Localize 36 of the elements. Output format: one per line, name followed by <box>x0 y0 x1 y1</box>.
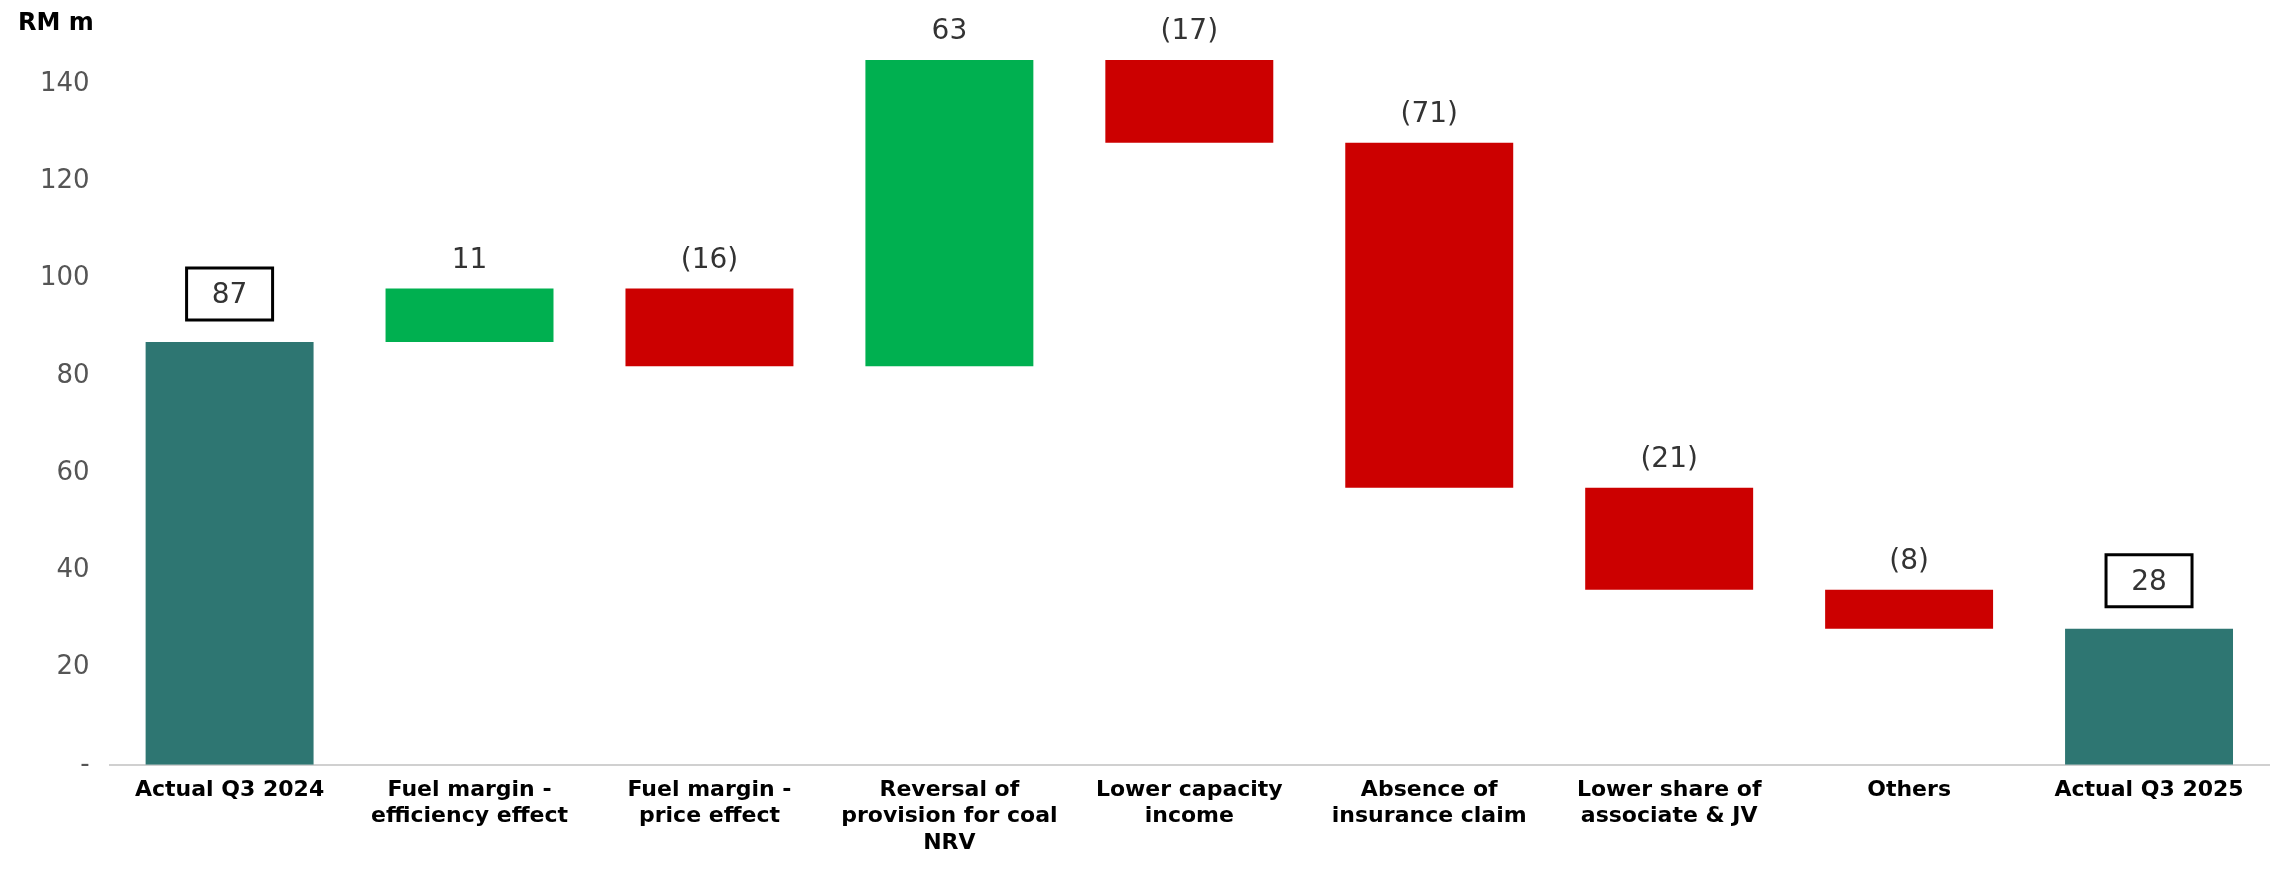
bar <box>1585 487 1754 590</box>
bar <box>625 288 794 367</box>
data-label: (8) <box>1889 543 1929 577</box>
x-tick-label: Reversal of provision for coal NRV <box>841 775 1058 854</box>
bar <box>1345 142 1514 488</box>
bar <box>1105 60 1274 143</box>
bar <box>145 341 314 765</box>
data-label: 87 <box>211 277 248 311</box>
y-tick-label: 60 <box>56 455 90 486</box>
data-label: 63 <box>931 13 968 47</box>
data-label: (21) <box>1640 441 1698 475</box>
y-tick-label: 40 <box>56 553 90 584</box>
data-label: (17) <box>1160 13 1219 47</box>
x-tick-label: Lower capacity income <box>1095 775 1283 828</box>
x-tick-label: Lower share of associate & JV <box>1576 775 1762 828</box>
y-tick-label: 140 <box>39 67 90 98</box>
y-tick-label: 120 <box>39 164 90 195</box>
data-label: (16) <box>680 241 739 275</box>
x-tick-label: Fuel margin - efficiency effect <box>371 775 569 828</box>
x-tick-label: Fuel margin - price effect <box>627 775 792 828</box>
x-tick-label: Others <box>1867 775 1951 801</box>
data-label: 11 <box>451 241 488 275</box>
bar <box>2065 628 2234 765</box>
x-tick-label: Actual Q3 2024 <box>134 775 325 801</box>
data-label: 28 <box>2131 563 2167 597</box>
x-tick-label: Absence of insurance claim <box>1331 775 1527 828</box>
x-tick-label: Actual Q3 2025 <box>2054 775 2244 801</box>
y-tick-label: - <box>80 747 90 778</box>
bar <box>1825 589 1994 629</box>
y-tick-label: 80 <box>56 358 90 389</box>
bar <box>385 288 554 342</box>
y-axis-title: RM m <box>18 8 94 37</box>
y-tick-label: 20 <box>56 650 90 681</box>
bar <box>865 60 1034 367</box>
y-tick-label: 100 <box>39 261 90 292</box>
data-label: (71) <box>1400 95 1458 129</box>
